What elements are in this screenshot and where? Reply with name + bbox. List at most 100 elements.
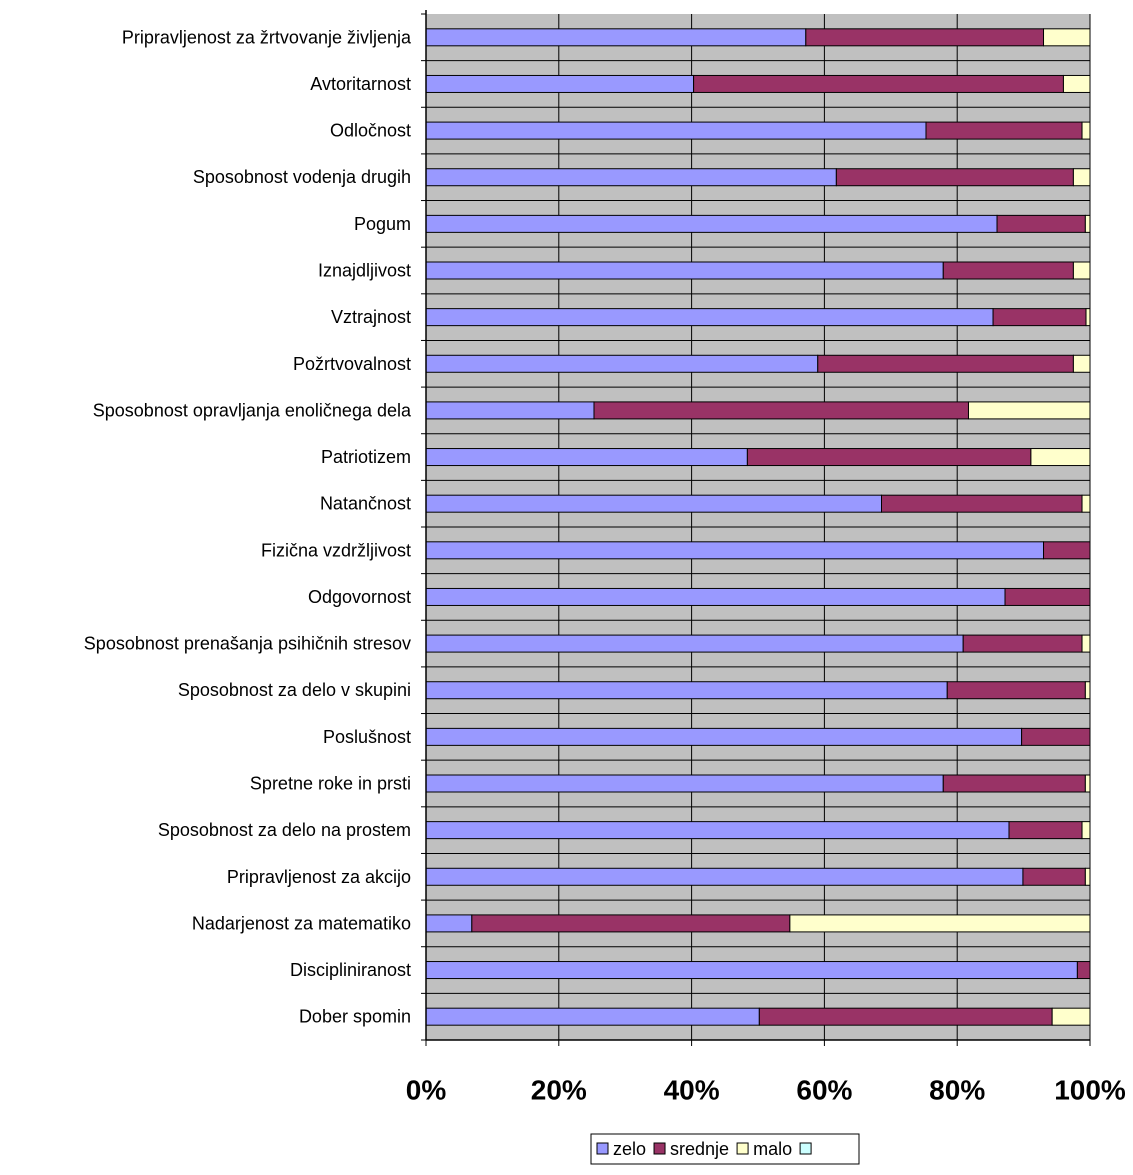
bar-segment-srednje — [817, 354, 1074, 373]
bar-segment-zelo — [425, 121, 927, 140]
bar-segment-zelo — [425, 354, 819, 373]
category-label: Odločnost — [330, 121, 411, 141]
bar-segment-srednje — [835, 168, 1074, 187]
bar-segment-srednje — [758, 1007, 1053, 1026]
category-label: Iznajdljivost — [318, 261, 411, 281]
legend-swatch — [736, 1142, 749, 1155]
bar-segment-malo — [1043, 28, 1091, 47]
bar-segment-malo — [1084, 214, 1091, 233]
bar-segment-malo — [1081, 821, 1091, 840]
x-tick-label: 100% — [1054, 1075, 1126, 1106]
bar-segment-malo — [1072, 261, 1091, 280]
bar-segment-srednje — [946, 681, 1086, 700]
bar-segment-srednje — [1004, 587, 1091, 606]
category-label: Spretne roke in prsti — [250, 774, 411, 794]
bar-segment-malo — [1062, 74, 1091, 93]
legend-label: malo — [753, 1139, 792, 1159]
legend-box — [590, 1133, 860, 1165]
bar-segment-zelo — [425, 541, 1045, 560]
x-tick-labels: 0% 20% 40% 60% 80% 100% — [406, 1075, 1126, 1106]
bar-segment-zelo — [425, 774, 944, 793]
legend-swatch — [799, 1142, 812, 1155]
category-label: Dober spomin — [299, 1007, 411, 1027]
bar-segment-srednje — [593, 401, 969, 420]
bar-segment-srednje — [746, 448, 1032, 467]
x-tick-label: 0% — [406, 1075, 447, 1106]
category-label: Poslušnost — [323, 727, 411, 747]
bar-segment-srednje — [942, 261, 1074, 280]
bar-segment-srednje — [1021, 727, 1091, 746]
bar-segment-zelo — [425, 168, 837, 187]
category-label: Sposobnost za delo na prostem — [158, 820, 411, 840]
legend-label: srednje — [670, 1139, 729, 1159]
x-tick-label: 60% — [796, 1075, 852, 1106]
bar-segment-zelo — [425, 961, 1078, 980]
bar-segment-zelo — [425, 28, 807, 47]
category-label: Odgovornost — [308, 587, 411, 607]
bar-segment-zelo — [425, 74, 695, 93]
bar-segment-malo — [1085, 308, 1091, 327]
bar-segment-malo — [1072, 168, 1091, 187]
bar-segment-malo — [1081, 494, 1091, 513]
bar-segment-srednje — [1008, 821, 1083, 840]
category-label: Pripravljenost za žrtvovanje življenja — [122, 27, 412, 47]
bar-segment-zelo — [425, 681, 948, 700]
x-tick-label: 40% — [664, 1075, 720, 1106]
bar-segment-malo — [1081, 634, 1091, 653]
category-label: Sposobnost za delo v skupini — [178, 680, 411, 700]
bar-segment-zelo — [425, 214, 998, 233]
bar-segment-srednje — [925, 121, 1083, 140]
bar-segment-zelo — [425, 634, 964, 653]
category-label: Fizična vzdržljivost — [261, 540, 411, 560]
category-label: Pripravljenost za akcijo — [227, 867, 411, 887]
x-tick-label: 20% — [531, 1075, 587, 1106]
bar-segment-zelo — [425, 261, 944, 280]
bar-segment-srednje — [881, 494, 1083, 513]
legend-label: zelo — [613, 1139, 646, 1159]
bar-segment-malo — [1081, 121, 1091, 140]
category-label: Pogum — [354, 214, 411, 234]
category-label: Nadarjenost za matematiko — [192, 913, 411, 933]
category-label: Discipliniranost — [290, 960, 411, 980]
legend-swatch — [596, 1142, 609, 1155]
bar-segment-malo — [1051, 1007, 1091, 1026]
bar-segment-srednje — [996, 214, 1086, 233]
bar-segment-malo — [1072, 354, 1091, 373]
category-label: Sposobnost prenašanja psihičnih stresov — [84, 634, 411, 654]
bar-segment-srednje — [992, 308, 1087, 327]
category-label: Patriotizem — [321, 447, 411, 467]
bar-segment-zelo — [425, 308, 994, 327]
legend-swatch — [653, 1142, 666, 1155]
bar-segment-srednje — [693, 74, 1064, 93]
bar-segment-srednje — [962, 634, 1083, 653]
bar-segment-zelo — [425, 914, 473, 933]
bar-segment-malo — [967, 401, 1091, 420]
bar-segment-srednje — [942, 774, 1086, 793]
bar-segment-zelo — [425, 867, 1024, 886]
category-label: Požrtvovalnost — [293, 354, 411, 374]
bar-segment-malo — [789, 914, 1091, 933]
bar-segment-zelo — [425, 821, 1010, 840]
bar-segment-srednje — [805, 28, 1045, 47]
bar-segment-malo — [1084, 867, 1091, 886]
category-label: Sposobnost vodenja drugih — [193, 167, 411, 187]
bar-segment-zelo — [425, 1007, 760, 1026]
category-labels: Pripravljenost za žrtvovanje življenja Av… — [84, 27, 412, 1026]
bar-segment-srednje — [1076, 961, 1091, 980]
legend: zelo srednje malo — [590, 1133, 860, 1165]
bar-segment-zelo — [425, 587, 1006, 606]
category-label: Avtoritarnost — [310, 74, 411, 94]
bar-segment-zelo — [425, 494, 883, 513]
category-label: Sposobnost opravljanja enoličnega dela — [93, 400, 412, 420]
bars — [425, 28, 1091, 1026]
bar-segment-zelo — [425, 401, 595, 420]
bar-segment-malo — [1084, 774, 1091, 793]
category-label: Natančnost — [320, 494, 411, 514]
bar-segment-zelo — [425, 727, 1023, 746]
bar-segment-zelo — [425, 448, 748, 467]
bar-segment-srednje — [471, 914, 791, 933]
x-tick-label: 80% — [929, 1075, 985, 1106]
axes — [421, 10, 1091, 1046]
category-label: Vztrajnost — [331, 307, 411, 327]
